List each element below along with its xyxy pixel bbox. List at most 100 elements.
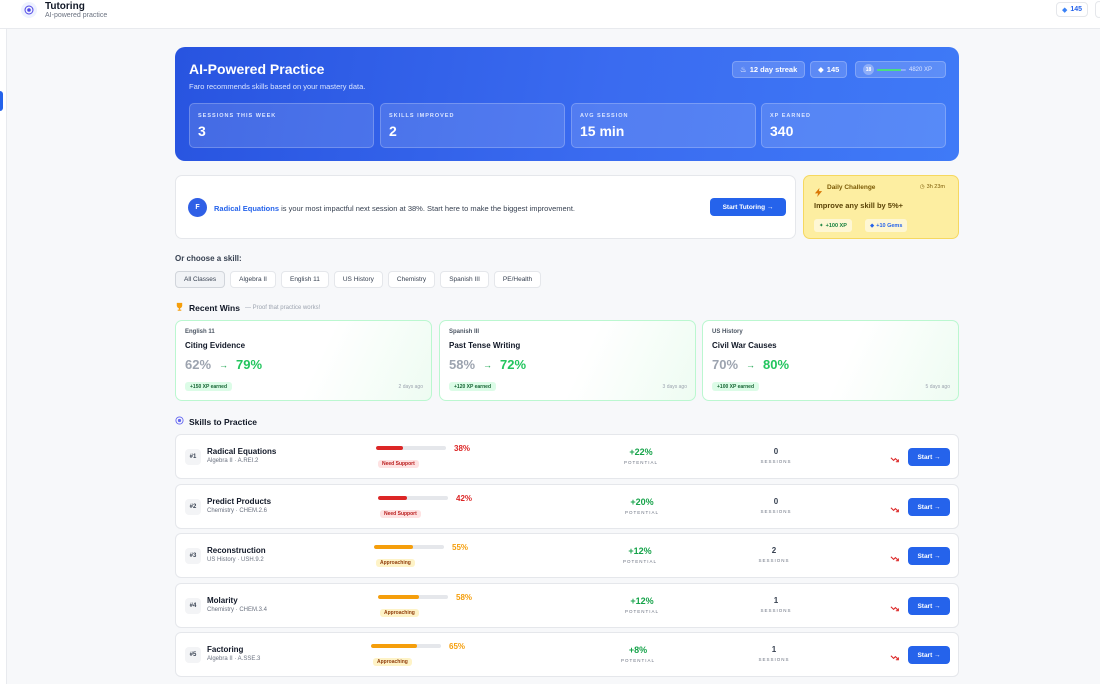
filter-algebra-ii[interactable]: Algebra II [230, 271, 276, 288]
recent-wins-title: Recent Wins [189, 302, 240, 313]
potential-value: +12% [630, 596, 654, 606]
sidebar-active-indicator[interactable] [0, 91, 3, 111]
win-card[interactable]: Spanish III Past Tense Writing 58% → 72%… [439, 320, 696, 401]
start-skill-button[interactable]: Start → [908, 597, 950, 615]
star-icon: ✦ [819, 222, 824, 229]
score-before: 58% [449, 357, 476, 372]
gem-text: 145 [826, 65, 840, 74]
rank-badge: #4 [185, 598, 201, 614]
daily-challenge-card: Daily Challenge ◷ 3h 23m Improve any ski… [803, 175, 959, 239]
challenge-timer: ◷ 3h 23m [920, 184, 945, 190]
sessions-count: 1 [773, 596, 779, 605]
daily-challenge-title: Daily Challenge [827, 184, 876, 191]
skill-row[interactable]: #4 Molarity Chemistry · CHEM.3.4 58% Approac… [175, 583, 959, 628]
filter-spanish-iii[interactable]: Spanish III [440, 271, 489, 288]
win-skill: Civil War Causes [712, 341, 777, 350]
skill-row[interactable]: #3 Reconstruction US History · USH.9.2 55% A… [175, 533, 959, 578]
potential-value: +22% [629, 447, 653, 457]
win-date: 5 days ago [925, 384, 950, 390]
skill-name: Molarity [207, 596, 238, 605]
gem-badge: ◆ 145 [810, 61, 848, 78]
gem-count: 145 [1070, 6, 1083, 13]
page-subtitle: Faro recommends skills based on your mas… [189, 82, 366, 91]
level-badge: 18 [863, 64, 874, 75]
filter-pe-health[interactable]: PE/Health [493, 271, 542, 288]
rank-badge: #3 [185, 548, 201, 564]
filter-all-classes[interactable]: All Classes [175, 271, 226, 288]
status-badge: Approaching [380, 609, 419, 617]
recommended-skill[interactable]: Radical Equations [214, 204, 280, 213]
filter-us-history[interactable]: US History [333, 271, 383, 288]
mastery-bar-fill [378, 595, 419, 599]
score-after: 80% [763, 357, 790, 372]
recent-wins-header: Recent Wins — Proof that practice works! [175, 302, 320, 313]
sessions-count: 0 [773, 497, 779, 506]
rank-badge: #5 [185, 647, 201, 663]
win-subject: US History [712, 329, 743, 335]
gem-icon: ◆ [1062, 6, 1068, 14]
gem-reward-text: +10 Gems [876, 222, 903, 229]
sessions-label: SESSIONS [758, 657, 790, 662]
skill-row[interactable]: #5 Factoring Algebra II · A.SSE.3 65% Approa… [175, 632, 959, 677]
stat-avg-session: Avg session 15 min [571, 103, 756, 148]
trend-down-icon [890, 550, 899, 568]
stat-label: XP earned [770, 113, 811, 119]
potential-value: +20% [630, 497, 654, 507]
stat-value: 3 [198, 123, 206, 139]
potential-value: +8% [628, 645, 648, 655]
win-skill: Past Tense Writing [449, 341, 521, 350]
mastery-bar-fill [374, 545, 413, 549]
flame-icon: ♨ [740, 65, 747, 74]
mastery-percent: 58% [456, 593, 473, 602]
win-skill: Citing Evidence [185, 341, 246, 350]
start-skill-button[interactable]: Start → [908, 646, 950, 664]
rank-badge: #1 [185, 449, 201, 465]
mastery-bar-fill [376, 446, 403, 450]
xp-text: 4820 XP [909, 66, 933, 73]
streak-badge: ♨ 12 day streak [732, 61, 806, 78]
xp-progress-bar [877, 68, 906, 71]
start-tutoring-button[interactable]: Start Tutoring → [710, 198, 786, 216]
potential-label: POTENTIAL [624, 609, 659, 614]
score-before: 62% [185, 357, 212, 372]
skill-code: US History · USH.9.2 [207, 557, 264, 563]
sessions-label: SESSIONS [760, 459, 792, 464]
top-bar: Tutoring AI-powered practice ◆ 145 [0, 0, 1100, 29]
sidebar [0, 29, 7, 684]
skill-row[interactable]: #1 Radical Equations Algebra II · A.REI.2 3… [175, 434, 959, 479]
gem-balance[interactable]: ◆ 145 [1056, 2, 1089, 17]
potential-label: POTENTIAL [622, 559, 657, 564]
filter-english-11[interactable]: English 11 [280, 271, 329, 288]
win-card[interactable]: English 11 Citing Evidence 62% → 79% +15… [175, 320, 432, 401]
profile-button[interactable] [1095, 1, 1100, 18]
trophy-icon [175, 302, 184, 313]
rank-badge: #2 [185, 499, 201, 515]
start-skill-button[interactable]: Start → [908, 547, 950, 565]
stat-sessions: Sessions this week 3 [189, 103, 374, 148]
win-subject: English 11 [185, 329, 215, 335]
win-scores: 70% → 80% [712, 357, 789, 372]
trend-down-icon [890, 451, 899, 469]
skill-row[interactable]: #2 Predict Products Chemistry · CHEM.2.6 42… [175, 484, 959, 529]
mastery-bar-fill [378, 496, 408, 500]
xp-badge: 18 4820 XP [855, 61, 946, 78]
filter-chemistry[interactable]: Chemistry [387, 271, 436, 288]
mastery-bar [374, 545, 444, 549]
win-card[interactable]: US History Civil War Causes 70% → 80% +1… [702, 320, 959, 401]
arrow-right-icon: → [219, 359, 229, 370]
trend-down-icon [890, 649, 899, 667]
skill-name: Radical Equations [207, 447, 277, 456]
xp-reward: ✦ +100 XP [814, 219, 852, 232]
challenge-goal: Improve any skill by 5%+ [814, 201, 904, 210]
stat-value: 15 min [580, 123, 625, 139]
start-skill-button[interactable]: Start → [908, 448, 950, 466]
win-xp-badge: +150 XP earned [185, 382, 233, 391]
start-skill-button[interactable]: Start → [908, 498, 950, 516]
stat-label: Sessions this week [198, 113, 277, 119]
sessions-label: SESSIONS [760, 509, 792, 514]
stat-value: 2 [389, 123, 397, 139]
win-scores: 58% → 72% [449, 357, 526, 372]
mastery-bar [378, 595, 448, 599]
win-subject: Spanish III [449, 329, 480, 335]
skill-code: Chemistry · CHEM.3.4 [207, 607, 268, 613]
